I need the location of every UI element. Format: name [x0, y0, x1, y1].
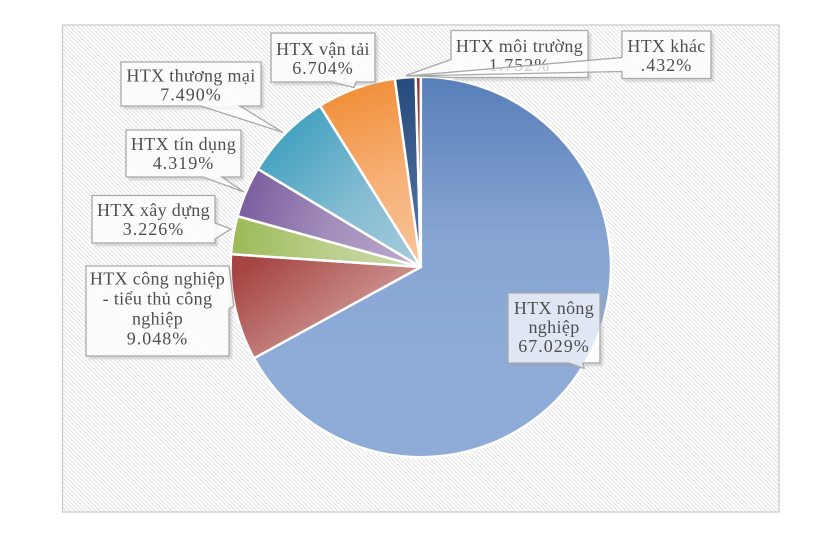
svg-text:HTX nông: HTX nông [514, 298, 594, 318]
svg-text:9.048%: 9.048% [127, 329, 189, 349]
svg-text:HTX khác: HTX khác [627, 36, 705, 56]
svg-text:7.490%: 7.490% [160, 85, 222, 105]
svg-text:67.029%: 67.029% [518, 336, 590, 356]
svg-text:nghiệp: nghiệp [132, 309, 183, 329]
svg-text:.432%: .432% [641, 55, 693, 75]
svg-text:HTX vận tải: HTX vận tải [276, 39, 370, 59]
svg-text:HTX tín dụng: HTX tín dụng [131, 134, 236, 154]
svg-text:4.319%: 4.319% [153, 153, 215, 173]
svg-text:6.704%: 6.704% [292, 58, 354, 78]
svg-text:- tiểu thủ công: - tiểu thủ công [103, 289, 213, 309]
svg-text:HTX xây dựng: HTX xây dựng [97, 200, 210, 220]
svg-text:HTX công nghiệp: HTX công nghiệp [90, 269, 225, 289]
svg-text:3.226%: 3.226% [123, 219, 185, 239]
svg-text:HTX môi trường: HTX môi trường [456, 36, 583, 56]
svg-text:HTX thương mại: HTX thương mại [126, 66, 255, 86]
svg-text:nghiệp: nghiệp [528, 317, 579, 337]
